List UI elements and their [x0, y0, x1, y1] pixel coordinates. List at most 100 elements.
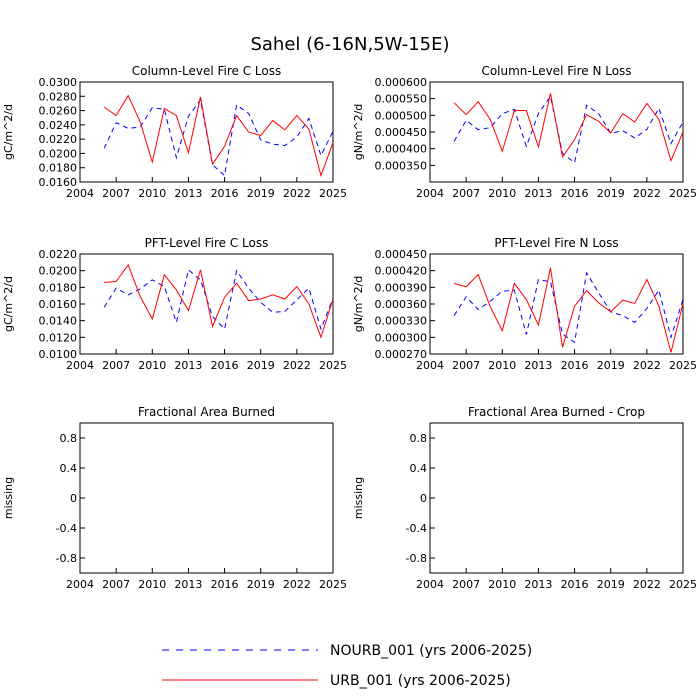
- x-tick-label: 2007: [102, 359, 130, 372]
- x-tick-label: 2016: [561, 578, 589, 591]
- y-tick-label: 0.000550: [375, 93, 428, 106]
- panel-title: PFT-Level Fire C Loss: [145, 236, 269, 250]
- page-title: Sahel (6-16N,5W-15E): [250, 34, 449, 55]
- x-tick-label: 2019: [247, 359, 275, 372]
- x-tick-label: 2022: [633, 187, 661, 200]
- x-tick-label: 2025: [319, 359, 347, 372]
- x-tick-label: 2016: [561, 359, 589, 372]
- plot-frame: [79, 253, 334, 355]
- x-tick-label: 2007: [102, 187, 130, 200]
- y-tick-label: 0.000420: [375, 265, 428, 278]
- x-tick-label: 2022: [283, 187, 311, 200]
- y-tick-label: 0.0180: [39, 281, 78, 294]
- chart-panel-1: Column-Level Fire C Loss 2004 2007 2010 2013…: [2, 64, 347, 200]
- y-tick-label: 0.000500: [375, 109, 428, 122]
- x-tick-label: 2010: [488, 359, 516, 372]
- chart-panel-3: PFT-Level Fire C Loss 2004 2007 2010 2013 201…: [2, 236, 347, 372]
- y-tick-label: 0.0300: [39, 76, 78, 89]
- chart-panel-4: PFT-Level Fire N Loss 2004 2007 2010 2013 201…: [352, 236, 697, 372]
- y-tick-label: 0.4: [60, 462, 78, 475]
- y-tick-label: 0: [70, 492, 77, 505]
- y-tick-label: 0.000400: [375, 143, 428, 156]
- panel-title: Column-Level Fire N Loss: [481, 64, 631, 78]
- panel-title: Fractional Area Burned: [138, 405, 275, 419]
- y-tick-label: 0.000450: [375, 248, 428, 261]
- chart-panel-5: Fractional Area Burned 2004 2007 2010 2013 20…: [2, 405, 347, 591]
- chart-panel-6: Fractional Area Burned - Crop 2004 2007 201…: [352, 405, 697, 591]
- x-tick-label: 2010: [488, 578, 516, 591]
- x-tick-label: 2019: [597, 187, 625, 200]
- y-tick-label: 0.8: [410, 432, 428, 445]
- x-tick-label: 2016: [211, 187, 239, 200]
- x-tick-label: 2022: [633, 578, 661, 591]
- x-tick-label: 2022: [633, 359, 661, 372]
- y-tick-label: -0.4: [56, 522, 77, 535]
- x-tick-label: 2019: [597, 359, 625, 372]
- y-tick-label: 0.0160: [39, 176, 78, 189]
- x-tick-label: 2013: [524, 359, 552, 372]
- x-tick-label: 2013: [524, 187, 552, 200]
- plot-frame: [429, 253, 684, 355]
- y-tick-label: 0.0220: [39, 248, 78, 261]
- y-tick-label: 0.000360: [375, 298, 428, 311]
- x-tick-label: 2019: [247, 578, 275, 591]
- y-tick-label: -0.8: [406, 552, 427, 565]
- y-tick-label: 0.0280: [39, 90, 78, 103]
- plot-frame: [429, 81, 684, 183]
- x-tick-label: 2016: [211, 578, 239, 591]
- y-axis-label: gN/m^2/d: [352, 276, 365, 333]
- x-tick-label: 2013: [174, 359, 202, 372]
- y-tick-label: 0.4: [410, 462, 428, 475]
- y-tick-label: 0.0220: [39, 133, 78, 146]
- x-tick-label: 2004: [416, 359, 444, 372]
- series-line-urb-001: [453, 267, 684, 353]
- x-tick-label: 2013: [174, 578, 202, 591]
- y-axis-label: gC/m^2/d: [2, 104, 15, 160]
- x-tick-label: 2025: [669, 578, 697, 591]
- x-tick-label: 2010: [138, 578, 166, 591]
- x-tick-label: 2016: [561, 187, 589, 200]
- x-tick-label: 2025: [319, 187, 347, 200]
- chart-panel-2: Column-Level Fire N Loss 2004 2007 2010 2013…: [352, 64, 697, 200]
- series-line-nourb-001: [103, 268, 334, 331]
- y-tick-label: 0.000270: [375, 348, 428, 361]
- legend-label-urb: URB_001 (yrs 2006-2025): [330, 673, 511, 689]
- series-line-urb-001: [453, 93, 684, 163]
- plot-frame: [429, 422, 684, 574]
- x-tick-label: 2013: [174, 187, 202, 200]
- y-tick-label: 0.0140: [39, 315, 78, 328]
- x-tick-label: 2025: [319, 578, 347, 591]
- y-tick-label: 0.0180: [39, 162, 78, 175]
- y-tick-label: -0.4: [406, 522, 427, 535]
- x-tick-label: 2010: [138, 187, 166, 200]
- y-tick-label: 0.0260: [39, 105, 78, 118]
- y-axis-label: gC/m^2/d: [2, 276, 15, 332]
- x-tick-label: 2007: [452, 359, 480, 372]
- y-tick-label: -0.8: [56, 552, 77, 565]
- series-line-nourb-001: [103, 98, 334, 177]
- x-tick-label: 2019: [247, 187, 275, 200]
- x-tick-label: 2004: [416, 187, 444, 200]
- x-tick-label: 2022: [283, 359, 311, 372]
- x-tick-label: 2025: [669, 359, 697, 372]
- y-tick-label: 0.0200: [39, 147, 78, 160]
- x-tick-label: 2004: [66, 187, 94, 200]
- series-line-nourb-001: [453, 271, 684, 344]
- legend-label-nourb: NOURB_001 (yrs 2006-2025): [330, 643, 532, 659]
- plot-frame: [79, 422, 334, 574]
- y-tick-label: 0.8: [60, 432, 78, 445]
- y-axis-label: gN/m^2/d: [352, 104, 365, 161]
- y-axis-label: missing: [2, 477, 15, 519]
- y-tick-label: 0.0100: [39, 348, 78, 361]
- x-tick-label: 2022: [283, 578, 311, 591]
- series-line-urb-001: [103, 94, 334, 178]
- plot-frame: [79, 81, 334, 183]
- panel-title: Column-Level Fire C Loss: [132, 64, 282, 78]
- panel-title: Fractional Area Burned - Crop: [468, 405, 645, 419]
- y-tick-label: 0.000330: [375, 315, 428, 328]
- y-tick-label: 0.0200: [39, 265, 78, 278]
- y-tick-label: 0.000450: [375, 126, 428, 139]
- y-axis-label: missing: [352, 477, 365, 519]
- x-tick-label: 2010: [138, 359, 166, 372]
